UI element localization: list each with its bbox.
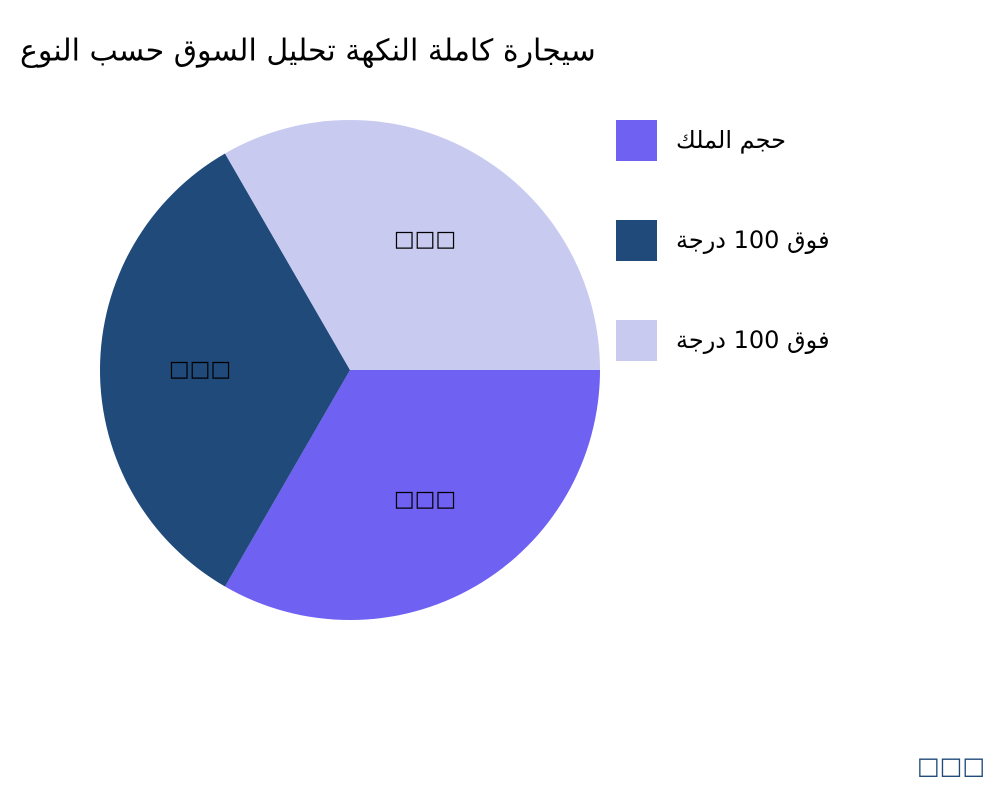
legend-label: فوق 100 درجة <box>676 326 830 354</box>
pie-slice <box>225 370 600 620</box>
data-label: □□□ <box>169 357 231 382</box>
legend-swatch <box>616 220 657 261</box>
legend-swatch <box>616 320 657 361</box>
legend-swatch <box>616 120 657 161</box>
legend-label: فوق 100 درجة <box>676 226 830 254</box>
legend-label: حجم الملك <box>676 126 786 154</box>
pie-slice <box>225 119 600 370</box>
watermark: □□□ <box>917 752 985 780</box>
data-label: □□□ <box>394 227 456 252</box>
data-label: □□□ <box>394 487 456 512</box>
chart-title: سيجارة كاملة النكهة تحليل السوق حسب النو… <box>20 34 596 69</box>
